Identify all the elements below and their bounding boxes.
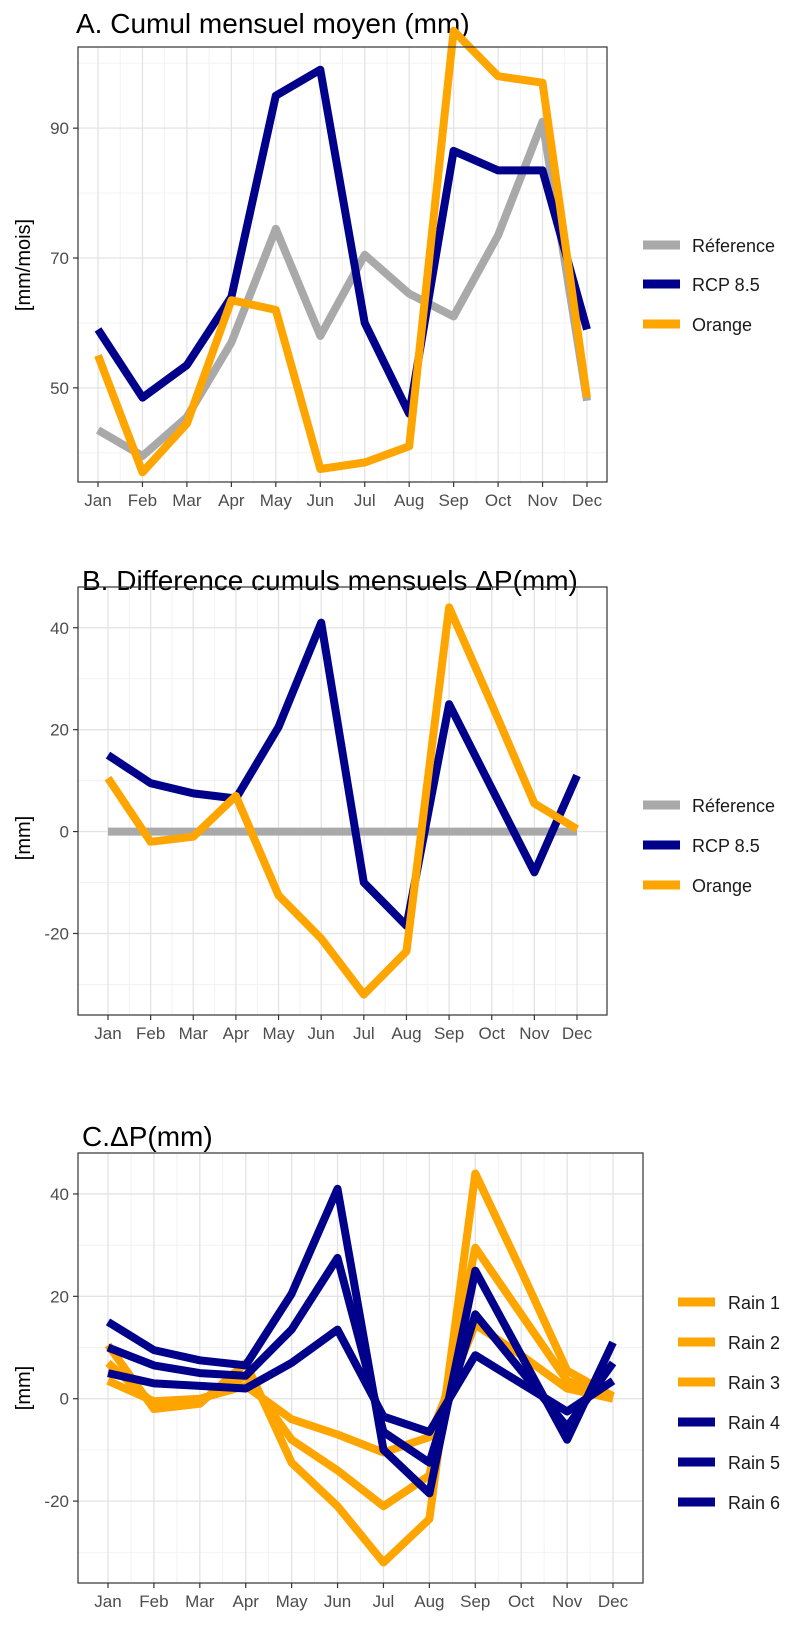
panel-border xyxy=(77,1152,644,1584)
x-tick-label: Mar xyxy=(172,491,202,510)
x-tick-label: Mar xyxy=(185,1592,215,1611)
x-tick-label: Aug xyxy=(414,1592,444,1611)
x-tick-label: Sep xyxy=(439,491,469,510)
legend-label-rain-2: Rain 2 xyxy=(728,1333,780,1353)
x-tick-label: May xyxy=(276,1592,309,1611)
x-tick-label: Dec xyxy=(598,1592,629,1611)
legend-label-rain-6: Rain 6 xyxy=(728,1493,780,1513)
legend-label-reference: Réference xyxy=(692,796,775,816)
panel-a-title: A. Cumul mensuel moyen (mm) xyxy=(76,8,470,39)
y-tick-label: 0 xyxy=(60,1390,69,1409)
x-tick-label: Apr xyxy=(223,1024,250,1043)
panel-b-title: B. Difference cumuls mensuels ΔP(mm) xyxy=(82,565,578,596)
x-tick-label: Nov xyxy=(552,1592,583,1611)
x-tick-label: Feb xyxy=(128,491,157,510)
legend-label-rcp85: RCP 8.5 xyxy=(692,275,760,295)
x-tick-label: Nov xyxy=(519,1024,550,1043)
x-tick-label: Jun xyxy=(324,1592,351,1611)
x-tick-label: Jan xyxy=(84,491,111,510)
x-tick-label: Jul xyxy=(353,1024,375,1043)
panel-c-y-axis-title: [mm] xyxy=(13,1366,35,1410)
legend-label-rain-3: Rain 3 xyxy=(728,1373,780,1393)
x-tick-label: Mar xyxy=(179,1024,209,1043)
series-line-orange xyxy=(104,603,580,999)
series-line-orange xyxy=(94,26,591,477)
panel-border xyxy=(77,586,608,1016)
series-line-rcp-8-5 xyxy=(94,65,591,418)
x-tick-label: Jun xyxy=(307,491,334,510)
panel-b-y-axis-title: [mm] xyxy=(13,816,35,860)
x-tick-label: Dec xyxy=(562,1024,593,1043)
legend-label-reference: Réference xyxy=(692,236,775,256)
panel-c-title: C.ΔP(mm) xyxy=(82,1121,213,1152)
x-tick-label: Jan xyxy=(94,1592,121,1611)
panel-a-plot: 50 70 90 Jan Feb Mar Apr May Jun Jul Aug Sep Oct Nov D… xyxy=(50,26,608,510)
y-tick-label: 20 xyxy=(50,1287,69,1306)
x-tick-label: May xyxy=(260,491,293,510)
y-tick-label: -20 xyxy=(44,1492,69,1511)
x-tick-label: Jul xyxy=(354,491,376,510)
y-tick-label: 40 xyxy=(50,1185,69,1204)
legend-label-rain-4: Rain 4 xyxy=(728,1413,780,1433)
x-tick-label: Apr xyxy=(218,491,245,510)
x-tick-label: Dec xyxy=(572,491,603,510)
panel-b: B. Difference cumuls mensuels ΔP(mm) [mm… xyxy=(13,565,775,1043)
y-tick-label: 50 xyxy=(50,379,69,398)
legend-label-orange: Orange xyxy=(692,876,752,896)
x-tick-label: Apr xyxy=(232,1592,259,1611)
x-tick-label: Sep xyxy=(460,1592,490,1611)
y-tick-label: 20 xyxy=(50,721,69,740)
series-line-rain-4 xyxy=(105,1184,617,1498)
x-tick-label: Sep xyxy=(434,1024,464,1043)
panel-c-plot: -20 0 20 40 Jan Feb Mar Apr May Jun Jul Aug Sep Oct No… xyxy=(44,1152,644,1611)
panel-border xyxy=(77,46,608,483)
series-line-rain-5 xyxy=(106,1253,617,1467)
series-line-rain-3 xyxy=(106,1320,614,1457)
x-tick-label: Nov xyxy=(527,491,558,510)
series-line-r-ference xyxy=(95,117,591,460)
legend-label-rcp85: RCP 8.5 xyxy=(692,836,760,856)
panel-c: C.ΔP(mm) [mm] -20 0 20 40 Jan Feb Mar Apr May Jun… xyxy=(13,1121,780,1611)
panel-a: A. Cumul mensuel moyen (mm) [mm/mois] 50… xyxy=(13,8,775,510)
x-tick-label: Aug xyxy=(391,1024,421,1043)
x-tick-label: May xyxy=(262,1024,295,1043)
panel-b-plot: -20 0 20 40 Jan Feb Mar Apr May Jun Jul Aug Sep Oct No… xyxy=(44,586,608,1043)
x-tick-label: Oct xyxy=(508,1592,535,1611)
legend-label-orange: Orange xyxy=(692,315,752,335)
legend-label-rain-5: Rain 5 xyxy=(728,1453,780,1473)
panel-a-legend: Réference RCP 8.5 Orange xyxy=(643,236,775,335)
y-tick-label: 40 xyxy=(50,619,69,638)
x-tick-label: Jun xyxy=(307,1024,334,1043)
panel-b-legend: Réference RCP 8.5 Orange xyxy=(643,796,775,896)
x-tick-label: Feb xyxy=(136,1024,165,1043)
x-tick-label: Oct xyxy=(485,491,512,510)
y-tick-label: 70 xyxy=(50,249,69,268)
series-line-rain-6 xyxy=(107,1325,616,1436)
y-tick-label: -20 xyxy=(44,924,69,943)
x-tick-label: Aug xyxy=(394,491,424,510)
panel-a-y-axis-title: [mm/mois] xyxy=(13,219,35,311)
y-tick-label: 90 xyxy=(50,119,69,138)
x-tick-label: Jan xyxy=(94,1024,121,1043)
panel-c-legend: Rain 1 Rain 2 Rain 3 Rain 4 Rain 5 Rain … xyxy=(678,1293,780,1513)
legend-label-rain-1: Rain 1 xyxy=(728,1293,780,1313)
x-tick-label: Jul xyxy=(373,1592,395,1611)
x-tick-label: Feb xyxy=(139,1592,168,1611)
x-tick-label: Oct xyxy=(479,1024,506,1043)
series-line-rcp-8-5 xyxy=(105,618,581,930)
y-tick-label: 0 xyxy=(60,823,69,842)
